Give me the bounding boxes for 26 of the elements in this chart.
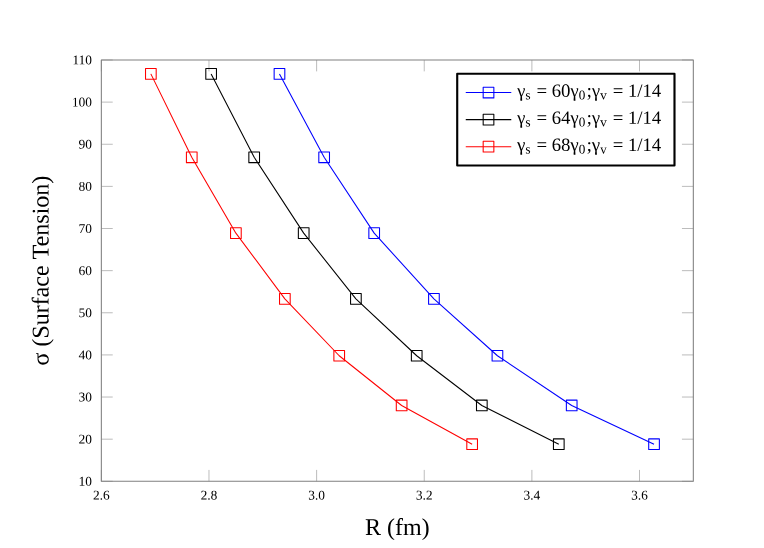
point xyxy=(368,227,381,240)
point xyxy=(552,438,565,451)
point xyxy=(297,227,310,240)
point xyxy=(475,399,488,412)
x-axis-title: R (fm) xyxy=(365,518,429,541)
point xyxy=(318,151,331,164)
legend-label: γ$_{s}$ = 60γ$_{0}$;γ$_{v}$ = 1/14 xyxy=(517,84,661,101)
point xyxy=(350,293,362,305)
point xyxy=(248,151,261,164)
legend-label: γ$_{s}$ = 64γ$_{0}$;γ$_{v}$ = 1/14 xyxy=(517,111,661,128)
point xyxy=(278,293,291,305)
point xyxy=(410,349,423,362)
point xyxy=(333,349,346,362)
point xyxy=(205,68,217,80)
y-axis-title: σ (Surface Tension) xyxy=(31,176,54,365)
point xyxy=(648,438,660,451)
legend-label: γ$_{s}$ = 68γ$_{0}$;γ$_{v}$ = 1/14 xyxy=(517,138,661,155)
point xyxy=(144,68,157,80)
point xyxy=(428,293,440,305)
point xyxy=(491,349,504,362)
point xyxy=(273,68,286,80)
point xyxy=(466,438,479,451)
point xyxy=(565,399,578,412)
point xyxy=(185,151,198,164)
point xyxy=(395,399,408,412)
point xyxy=(230,227,242,240)
